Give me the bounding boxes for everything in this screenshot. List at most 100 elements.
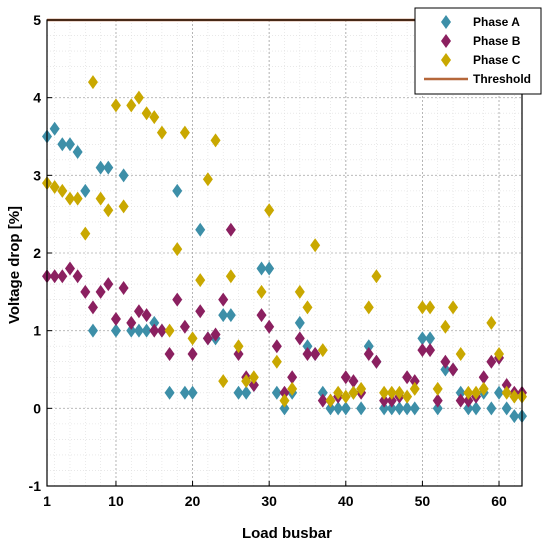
- phase-c-marker: [333, 385, 344, 400]
- phase-c-marker: [241, 374, 252, 389]
- phase-c-marker: [210, 133, 221, 148]
- phase-c-marker: [118, 199, 129, 214]
- phase-b-marker: [409, 374, 420, 389]
- phase-c-marker: [287, 381, 298, 396]
- phase-b-marker: [187, 346, 198, 361]
- phase-c-marker: [379, 385, 390, 400]
- y-tick-label: 5: [33, 12, 41, 28]
- phase-c-marker: [195, 273, 206, 288]
- phase-c-marker: [72, 191, 83, 206]
- phase-a-marker: [417, 331, 428, 346]
- phase-c-marker: [248, 370, 259, 385]
- data-markers: [42, 75, 527, 424]
- phase-b-marker: [225, 222, 236, 237]
- phase-c-marker: [172, 242, 183, 257]
- phase-c-marker: [164, 323, 175, 338]
- phase-c-marker: [402, 389, 413, 404]
- phase-a-marker: [149, 315, 160, 330]
- phase-b-marker: [87, 300, 98, 315]
- phase-b-marker: [463, 393, 474, 408]
- phase-a-marker: [110, 323, 121, 338]
- phase-a-marker: [64, 137, 75, 152]
- phase-a-marker: [57, 137, 68, 152]
- phase-b-marker: [402, 370, 413, 385]
- phase-b-marker: [478, 370, 489, 385]
- plot-frame: [46, 19, 523, 487]
- phase-c-marker: [325, 393, 336, 408]
- phase-c-marker: [363, 300, 374, 315]
- phase-b-marker: [440, 354, 451, 369]
- phase-c-marker: [57, 183, 68, 198]
- phase-c-marker: [264, 203, 275, 218]
- y-axis-label: Voltage drop [%]: [6, 206, 23, 324]
- phase-a-marker: [49, 121, 60, 136]
- phase-b-marker: [133, 304, 144, 319]
- phase-a-marker: [133, 323, 144, 338]
- phase-a-marker: [103, 160, 114, 175]
- y-tick-label: 1: [33, 323, 41, 339]
- phase-b-marker: [287, 370, 298, 385]
- phase-b-marker: [348, 374, 359, 389]
- y-tick-label: 2: [33, 245, 41, 261]
- phase-c-marker: [126, 98, 137, 113]
- phase-b-marker: [80, 284, 91, 299]
- phase-b-marker: [95, 284, 106, 299]
- phase-c-marker: [141, 106, 152, 121]
- phase-c-marker: [486, 315, 497, 330]
- legend-label: Threshold: [473, 72, 531, 86]
- phase-b-marker: [72, 269, 83, 284]
- y-axis-ticks: -1 0 1 2 3 4 5: [29, 12, 52, 494]
- x-tick-label: 50: [415, 493, 431, 509]
- phase-a-marker: [264, 261, 275, 276]
- phase-c-marker: [494, 346, 505, 361]
- phase-a-marker: [241, 385, 252, 400]
- phase-a-marker: [187, 385, 198, 400]
- phase-c-marker: [294, 284, 305, 299]
- phase-a-marker: [409, 401, 420, 416]
- legend-swatch: [441, 53, 451, 67]
- phase-c-marker: [80, 226, 91, 241]
- phase-b-marker: [363, 346, 374, 361]
- phase-a-marker: [501, 401, 512, 416]
- phase-c-marker: [509, 389, 520, 404]
- phase-c-marker: [440, 319, 451, 334]
- phase-b-marker: [379, 393, 390, 408]
- phase-c-marker: [310, 238, 321, 253]
- phase-a-marker: [302, 339, 313, 354]
- phase-c-marker: [187, 331, 198, 346]
- phase-c-marker: [256, 284, 267, 299]
- phase-c-marker: [95, 191, 106, 206]
- phase-c-marker: [386, 385, 397, 400]
- phase-c-marker: [432, 381, 443, 396]
- phase-a-marker: [141, 323, 152, 338]
- phase-a-marker: [218, 308, 229, 323]
- phase-b-marker: [202, 331, 213, 346]
- y-tick-label: -1: [29, 478, 42, 494]
- phase-a-marker: [455, 385, 466, 400]
- phase-c-marker: [455, 346, 466, 361]
- phase-a-marker: [118, 168, 129, 183]
- phase-a-marker: [164, 385, 175, 400]
- phase-c-marker: [356, 381, 367, 396]
- phase-b-marker: [57, 269, 68, 284]
- phase-b-marker: [164, 346, 175, 361]
- phase-c-marker: [103, 203, 114, 218]
- phase-c-marker: [64, 191, 75, 206]
- y-tick-label: 4: [33, 90, 41, 106]
- phase-b-marker: [179, 319, 190, 334]
- phase-a-marker: [317, 385, 328, 400]
- phase-c-marker: [371, 269, 382, 284]
- phase-b-marker: [256, 308, 267, 323]
- phase-c-marker: [233, 339, 244, 354]
- phase-a-marker: [195, 222, 206, 237]
- phase-c-marker: [179, 125, 190, 140]
- legend-swatch: [441, 34, 451, 48]
- phase-b-marker: [279, 385, 290, 400]
- phase-a-marker: [225, 308, 236, 323]
- phase-c-marker: [463, 385, 474, 400]
- phase-b-marker: [486, 354, 497, 369]
- phase-a-marker: [402, 401, 413, 416]
- phase-c-marker: [394, 385, 405, 400]
- phase-a-marker: [509, 409, 520, 424]
- phase-b-marker: [501, 378, 512, 393]
